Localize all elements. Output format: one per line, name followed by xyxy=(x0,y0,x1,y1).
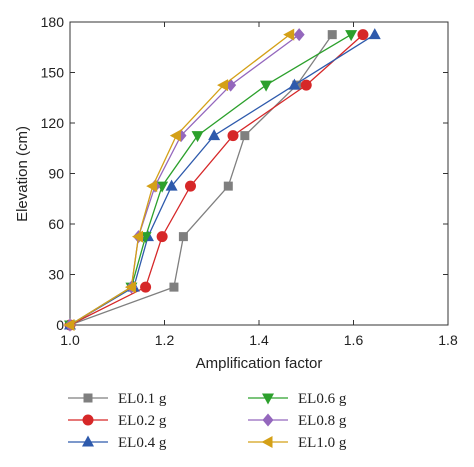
data-point xyxy=(63,319,75,331)
legend-marker xyxy=(262,413,274,427)
data-point xyxy=(184,180,196,192)
data-point xyxy=(345,30,358,42)
data-point xyxy=(223,181,233,191)
series-6 xyxy=(63,28,295,331)
y-tick-label: 90 xyxy=(48,166,64,182)
legend-item: EL0.6 g xyxy=(248,391,347,407)
series-5 xyxy=(64,28,305,332)
data-point xyxy=(169,282,179,292)
legend-marker xyxy=(261,436,273,448)
data-point xyxy=(178,232,188,242)
data-point xyxy=(357,29,369,41)
series-3 xyxy=(64,28,381,330)
x-tick-label: 1.0 xyxy=(60,332,80,348)
y-tick-label: 0 xyxy=(56,317,64,333)
series-1 xyxy=(65,30,337,330)
series-4 xyxy=(64,30,358,332)
y-tick-label: 120 xyxy=(41,115,65,131)
data-point xyxy=(240,131,250,141)
data-point xyxy=(327,30,337,40)
data-point xyxy=(140,281,152,293)
data-point xyxy=(288,78,301,90)
data-point xyxy=(165,179,178,191)
data-point xyxy=(368,28,381,40)
data-point xyxy=(227,130,239,142)
data-point xyxy=(217,79,229,92)
data-point xyxy=(156,231,168,243)
data-point xyxy=(283,28,295,41)
legend-label: EL1.0 g xyxy=(298,435,347,451)
axis-ticks: 1.0 1.2 1.4 1.6 1.8 0 30 60 90 120 150 180 xyxy=(41,14,458,348)
y-tick-label: 30 xyxy=(48,267,64,283)
data-point xyxy=(156,181,169,193)
series-line xyxy=(69,34,300,326)
series-line xyxy=(69,34,376,326)
x-axis-label: Amplification factor xyxy=(196,355,323,372)
legend-marker xyxy=(262,393,274,405)
legend-item: EL1.0 g xyxy=(248,435,347,451)
legend-label: EL0.8 g xyxy=(298,413,347,429)
data-point xyxy=(146,180,158,193)
data-point xyxy=(132,230,144,243)
y-tick-label: 60 xyxy=(48,216,64,232)
data-point xyxy=(300,79,312,91)
plot-frame xyxy=(69,21,449,326)
x-tick-label: 1.4 xyxy=(249,332,269,348)
legend-label: EL0.2 g xyxy=(118,413,167,429)
series-line xyxy=(69,34,291,326)
legend-marker xyxy=(83,393,93,403)
legend-marker xyxy=(82,414,94,426)
x-tick-label: 1.8 xyxy=(438,332,458,348)
y-axis-label: Elevation (cm) xyxy=(14,126,31,222)
data-point xyxy=(208,129,221,141)
data-point xyxy=(191,131,204,143)
legend-item: EL0.1 g xyxy=(68,391,167,407)
series-2 xyxy=(64,29,369,331)
series-line xyxy=(69,34,364,326)
data-point xyxy=(124,281,136,294)
legend-item: EL0.4 g xyxy=(68,435,167,451)
data-point xyxy=(169,129,181,142)
series-layer xyxy=(63,28,381,332)
legend-label: EL0.1 g xyxy=(118,391,167,407)
legend-item: EL0.8 g xyxy=(248,413,347,429)
x-tick-label: 1.2 xyxy=(155,332,175,348)
x-tick-label: 1.6 xyxy=(344,332,364,348)
legend-label: EL0.6 g xyxy=(298,391,347,407)
y-tick-label: 150 xyxy=(41,65,65,81)
data-point xyxy=(293,28,305,42)
series-line xyxy=(69,34,333,326)
legend: EL0.1 g EL0.2 g EL0.4 g EL0.6 g EL0.8 g EL1.0… xyxy=(68,391,347,451)
legend-label: EL0.4 g xyxy=(118,435,167,451)
y-tick-label: 180 xyxy=(41,14,65,30)
legend-marker xyxy=(82,435,94,447)
legend-item: EL0.2 g xyxy=(68,413,167,429)
series-line xyxy=(69,34,352,326)
data-point xyxy=(260,80,273,92)
